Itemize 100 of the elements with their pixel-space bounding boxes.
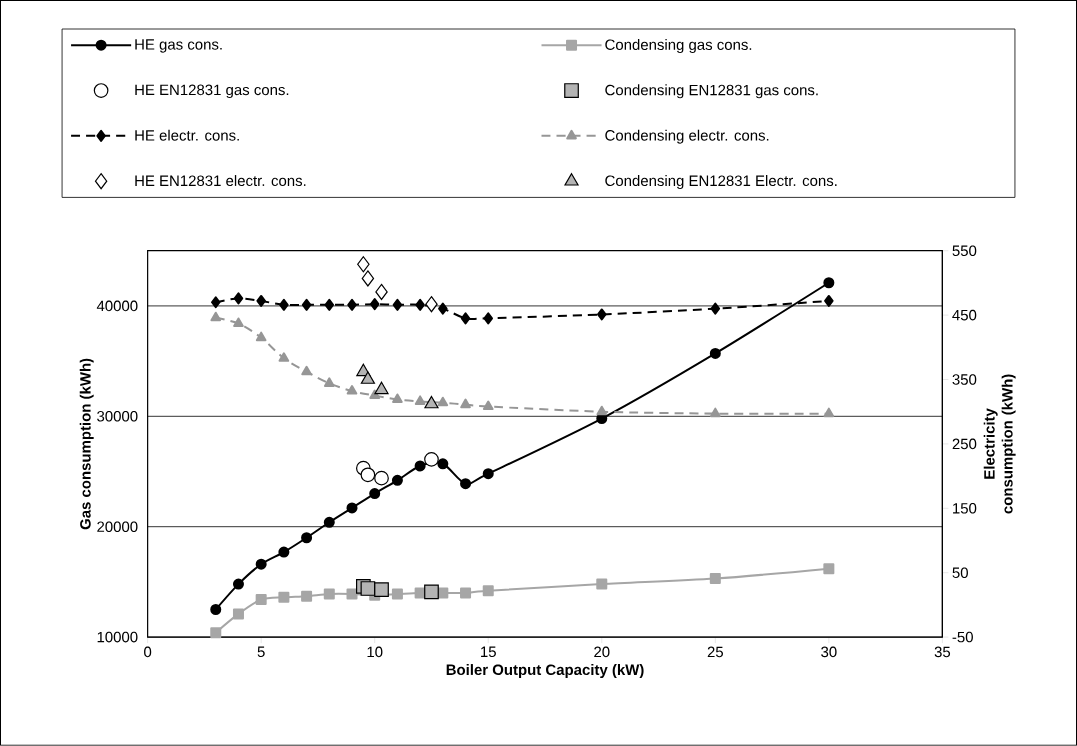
legend-label: HE gas cons.	[135, 39, 222, 53]
x-tick-label: 0	[144, 646, 152, 658]
legend-label: HE electr. cons.	[135, 129, 239, 141]
point	[709, 348, 721, 360]
point	[374, 582, 389, 598]
point	[301, 532, 313, 544]
y-tick-label: 40000	[96, 300, 138, 312]
y2-axis-title: Electricity consumption (kWh)	[983, 374, 1016, 514]
point	[357, 256, 370, 273]
point	[232, 578, 244, 590]
point	[424, 452, 439, 467]
point	[391, 588, 403, 600]
y2-tick-label: 450	[952, 309, 977, 321]
point	[596, 405, 608, 416]
point	[278, 592, 290, 604]
point	[210, 604, 222, 616]
x-tick-label: 10	[367, 646, 383, 658]
point	[709, 407, 721, 418]
point	[278, 352, 290, 362]
point	[346, 385, 358, 395]
point	[482, 585, 494, 597]
x-tick-label: 15	[481, 646, 496, 658]
point	[301, 298, 312, 311]
point	[424, 396, 439, 409]
point	[347, 298, 357, 311]
point	[255, 331, 267, 342]
y-axis-title: Gas consumption (kWh)	[79, 358, 94, 530]
point	[425, 296, 438, 313]
point	[597, 308, 607, 321]
point	[255, 558, 267, 570]
point	[438, 302, 448, 315]
point	[324, 298, 335, 311]
point	[360, 467, 376, 483]
point	[323, 516, 335, 528]
x-tick-label: 5	[257, 646, 265, 658]
point	[823, 563, 835, 575]
x-tick-label: 35	[934, 646, 951, 658]
y2-tick-label: 350	[952, 374, 977, 385]
point	[710, 302, 721, 315]
point	[414, 460, 426, 472]
point	[482, 468, 494, 480]
point	[483, 312, 493, 325]
x-tick-label: 25	[707, 646, 724, 658]
y-tick-label: 20000	[97, 521, 138, 533]
point	[460, 478, 472, 490]
point	[323, 377, 335, 388]
point	[346, 588, 358, 600]
legend-label: Condensing EN12831 Electr. cons.	[605, 175, 837, 190]
point	[232, 608, 244, 620]
legend-label: HE EN12831 electr. cons.	[135, 175, 306, 187]
point	[323, 588, 335, 600]
point	[437, 458, 449, 470]
y2-tick-label: 150	[953, 503, 977, 514]
legend-label: Condensing gas cons.	[605, 39, 752, 54]
point	[392, 298, 403, 311]
y-tick-label: 30000	[97, 411, 138, 422]
point	[392, 393, 403, 404]
y2-tick-label: 250	[952, 438, 977, 450]
point	[346, 502, 358, 514]
point	[256, 295, 266, 308]
y-tick-label: 10000	[97, 631, 138, 643]
point	[460, 587, 472, 599]
point	[210, 311, 222, 322]
point	[210, 627, 222, 639]
y2-tick-label: 550	[952, 245, 977, 257]
point	[360, 371, 375, 385]
point	[375, 283, 388, 301]
point	[279, 298, 289, 311]
point	[596, 578, 608, 590]
point	[414, 395, 426, 406]
point	[255, 594, 267, 606]
x-axis-title: Boiler Output Capacity (kW)	[446, 664, 644, 679]
point	[233, 292, 244, 305]
point	[369, 298, 380, 311]
point	[374, 470, 389, 486]
y2-tick-label: -50	[952, 631, 973, 643]
point	[374, 381, 389, 395]
point	[391, 474, 403, 486]
point	[482, 400, 494, 411]
point	[823, 277, 835, 289]
point	[823, 407, 835, 418]
point	[424, 584, 439, 600]
legend-label: HE EN12831 gas cons.	[135, 84, 289, 99]
point	[437, 396, 449, 407]
point	[301, 590, 313, 602]
legend-label: Condensing EN12831 gas cons.	[605, 84, 818, 99]
point	[278, 546, 290, 558]
point	[824, 295, 834, 308]
point	[709, 573, 721, 585]
point	[233, 317, 244, 328]
point	[369, 389, 381, 400]
point	[415, 298, 425, 311]
point	[460, 312, 471, 325]
point	[211, 296, 221, 309]
x-tick-label: 20	[594, 646, 610, 658]
point	[369, 488, 381, 500]
point	[361, 270, 375, 287]
legend-label: Condensing electr. cons.	[605, 129, 769, 144]
point	[301, 365, 312, 376]
y2-tick-label: 50	[952, 567, 968, 579]
